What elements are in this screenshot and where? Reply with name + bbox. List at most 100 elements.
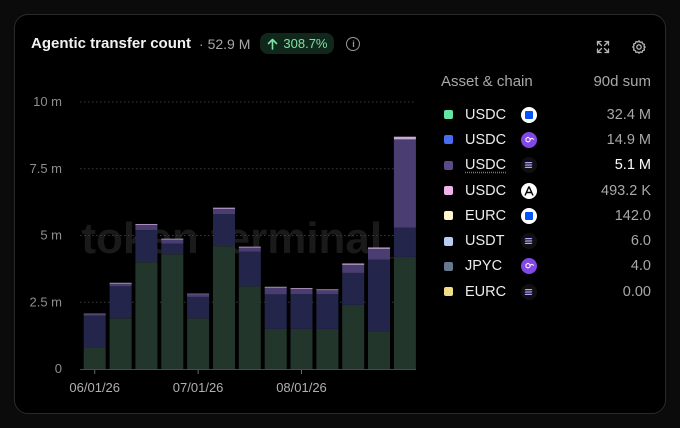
legend-swatch bbox=[444, 135, 453, 145]
x-tick-label: 08/01/26 bbox=[276, 380, 327, 395]
y-tick-label: 7.5 m bbox=[29, 161, 62, 176]
legend-asset: USDC bbox=[465, 182, 507, 199]
expand-icon[interactable] bbox=[595, 39, 611, 55]
legend-chain bbox=[521, 157, 537, 174]
legend-chain bbox=[521, 283, 537, 300]
bar-segment[interactable] bbox=[316, 289, 339, 291]
bar-segment[interactable] bbox=[187, 294, 210, 297]
bar-segment[interactable] bbox=[393, 139, 416, 228]
total-value: · 52.9 M bbox=[199, 35, 251, 52]
bar-segment[interactable] bbox=[213, 207, 235, 209]
bar-segment[interactable] bbox=[187, 293, 210, 295]
chart-title: Agentic transfer count bbox=[31, 35, 192, 52]
legend-value: 142.0 bbox=[614, 207, 651, 224]
arrow-up-icon bbox=[268, 38, 278, 50]
polygon-icon bbox=[521, 258, 537, 275]
legend-chain bbox=[521, 207, 537, 224]
bar-segment[interactable] bbox=[290, 294, 313, 329]
legend-value-header: 90d sum bbox=[593, 73, 651, 90]
legend-chain bbox=[521, 106, 537, 123]
bar-segment[interactable] bbox=[109, 282, 132, 284]
bar-segment[interactable] bbox=[83, 313, 106, 315]
bar-segment[interactable] bbox=[368, 247, 390, 249]
legend-row[interactable]: JPYC 4.0 bbox=[441, 254, 651, 279]
legend-value: 14.9 M bbox=[606, 131, 651, 148]
bar-segment[interactable] bbox=[135, 224, 158, 231]
bar-segment[interactable] bbox=[238, 246, 261, 248]
y-tick-label: 2.5 m bbox=[29, 294, 62, 309]
bar-segment[interactable] bbox=[83, 347, 106, 369]
bar-segment[interactable] bbox=[316, 290, 339, 295]
bar-segment[interactable] bbox=[264, 287, 287, 295]
legend-chain bbox=[521, 131, 537, 148]
bar-segment[interactable] bbox=[393, 256, 416, 369]
legend-value: 4.0 bbox=[630, 258, 651, 275]
legend-row[interactable]: EURC 142.0 bbox=[441, 203, 651, 228]
bar-segment[interactable] bbox=[238, 247, 261, 252]
bar-segment[interactable] bbox=[264, 286, 287, 288]
bar-segment[interactable] bbox=[393, 227, 416, 257]
bar-segment[interactable] bbox=[290, 288, 313, 295]
bar-segment[interactable] bbox=[187, 318, 210, 369]
legend-asset: EURC bbox=[465, 207, 507, 224]
base-icon bbox=[521, 106, 537, 123]
legend-row[interactable]: USDT 6.0 bbox=[441, 228, 651, 253]
base-icon bbox=[521, 207, 537, 224]
toolbar bbox=[595, 39, 647, 55]
legend-swatch bbox=[444, 110, 453, 120]
bar-segment[interactable] bbox=[213, 246, 235, 369]
bar-segment[interactable] bbox=[83, 315, 106, 348]
bar-segment[interactable] bbox=[83, 314, 106, 316]
legend-swatch bbox=[444, 160, 453, 170]
bar-segment[interactable] bbox=[290, 288, 313, 289]
bar-segment[interactable] bbox=[187, 296, 210, 319]
info-icon-glyph: i bbox=[352, 38, 355, 49]
bar-segment[interactable] bbox=[109, 286, 132, 319]
bar-segment[interactable] bbox=[135, 230, 158, 263]
legend: Asset & chain 90d sum USDC 32.4 M USDC 14.9… bbox=[441, 73, 651, 304]
y-tick-label: 10 m bbox=[33, 94, 62, 109]
legend-row[interactable]: USDC 14.9 M bbox=[441, 127, 651, 152]
bar-segment[interactable] bbox=[342, 264, 365, 273]
gear-icon[interactable] bbox=[631, 39, 647, 55]
bar-segment[interactable] bbox=[109, 283, 132, 287]
polygon-icon bbox=[521, 131, 537, 148]
bar-segment[interactable] bbox=[290, 328, 313, 369]
bar-segment[interactable] bbox=[109, 318, 132, 369]
bar-segment[interactable] bbox=[368, 248, 390, 260]
bar-segment[interactable] bbox=[135, 224, 158, 225]
bar-segment[interactable] bbox=[161, 254, 184, 369]
bar-segment[interactable] bbox=[135, 262, 158, 369]
bar-segment[interactable] bbox=[368, 259, 390, 332]
bar-segment[interactable] bbox=[161, 238, 184, 240]
y-tick-label: 0 bbox=[55, 361, 62, 376]
info-icon[interactable]: i bbox=[346, 36, 361, 51]
legend-row[interactable]: USDC 493.2 K bbox=[441, 178, 651, 203]
legend-row[interactable]: USDC 32.4 M bbox=[441, 102, 651, 127]
bar-segment[interactable] bbox=[316, 328, 339, 369]
bar-segment[interactable] bbox=[342, 272, 365, 305]
bar-segment[interactable] bbox=[368, 331, 390, 369]
bar-segment[interactable] bbox=[238, 251, 261, 287]
aptos-icon bbox=[521, 182, 537, 199]
legend-swatch bbox=[444, 211, 453, 221]
y-tick-label: 5 m bbox=[40, 228, 62, 243]
bar-segment[interactable] bbox=[316, 294, 339, 329]
bar-segment[interactable] bbox=[161, 239, 184, 244]
bar-segment[interactable] bbox=[264, 294, 287, 329]
bar-segment[interactable] bbox=[342, 304, 365, 369]
bar-segment[interactable] bbox=[342, 263, 365, 265]
solana-icon bbox=[521, 283, 537, 300]
bar-segment[interactable] bbox=[161, 243, 184, 255]
bar-segment[interactable] bbox=[393, 136, 416, 140]
legend-asset-header: Asset & chain bbox=[441, 73, 533, 90]
bar-segment[interactable] bbox=[264, 328, 287, 369]
legend-value: 0.00 bbox=[622, 283, 651, 300]
bar-segment[interactable] bbox=[213, 208, 235, 215]
bar-segment[interactable] bbox=[213, 214, 235, 247]
legend-row[interactable]: EURC 0.00 bbox=[441, 279, 651, 304]
legend-chain bbox=[521, 233, 537, 250]
bar-segment[interactable] bbox=[238, 286, 261, 369]
legend-row[interactable]: USDC 5.1 M bbox=[441, 153, 651, 178]
